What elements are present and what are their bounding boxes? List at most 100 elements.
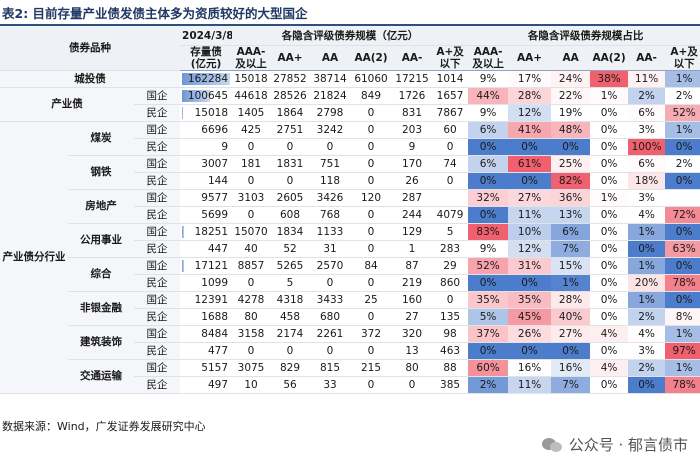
scale-value: 244 (392, 206, 433, 224)
share-value: 0% (508, 274, 552, 292)
scale-value: 5265 (270, 257, 311, 275)
scale-value: 0 (270, 342, 311, 360)
share-value: 48% (551, 121, 591, 139)
header-stock-2: (亿元) (190, 58, 222, 70)
scale-value: 61060 (350, 70, 393, 88)
stock-value: 1099 (201, 276, 229, 289)
table-row: 产业债 国企 100645 44618 28526 21824 849 1726 1657 44%… (0, 87, 700, 122)
header-rating: AA+ (270, 45, 311, 71)
scale-value: 3433 (310, 291, 351, 309)
stock-bar (182, 73, 231, 85)
share-value: 0% (468, 138, 509, 156)
scale-value: 751 (310, 155, 351, 173)
scale-value: 0 (232, 172, 271, 190)
share-value: 78% (665, 274, 700, 292)
header-scale: 各隐含评级债券规模（亿元） (232, 24, 469, 46)
table-row: 产业债分行业 煤炭 国企 6696 425 2751 3242 0 203 60 6% 41% 48% 0… (0, 121, 700, 394)
scale-value: 0 (350, 308, 393, 326)
scale-value: 860 (432, 274, 469, 292)
share-value: 0% (590, 257, 629, 275)
share-value: 0% (590, 138, 629, 156)
scale-value: 98 (432, 325, 469, 343)
scale-value: 215 (350, 359, 393, 377)
stock-cell: 9577 (180, 189, 233, 207)
owner-label: 民企 (134, 376, 181, 394)
share-value: 0% (665, 257, 700, 275)
stock-cell: 1099 (180, 274, 233, 292)
share-value: 40% (551, 308, 591, 326)
table-row: 钢铁 国企 3007 181 1831 751 0 170 74 6% 61% 25% 0% 6% 2% (0, 155, 700, 190)
stock-cell: 12391 (180, 291, 233, 309)
owner-label: 民企 (134, 104, 181, 122)
stock-cell: 497 (180, 376, 233, 394)
scale-value: 0 (392, 376, 433, 394)
share-value (665, 189, 700, 207)
industry-label: 综合 (68, 257, 134, 292)
owner-label: 民企 (134, 274, 181, 292)
stock-bar (182, 90, 211, 102)
share-value: 19% (551, 104, 591, 122)
stock-value: 100645 (187, 89, 229, 102)
share-value: 3% (628, 121, 666, 139)
scale-value: 0 (432, 172, 469, 190)
scale-value: 10 (232, 376, 271, 394)
stock-value: 3007 (201, 157, 229, 170)
share-value: 35% (508, 291, 552, 309)
scale-value: 7867 (432, 104, 469, 122)
share-value: 32% (468, 189, 509, 207)
table-row: 民企 1099 0 5 0 0 219 860 0% 0% 1% 0% 20% 78% (0, 274, 700, 292)
stock-cell: 9 (180, 138, 233, 156)
scale-value: 0 (310, 274, 351, 292)
header-rating: AA (551, 45, 591, 71)
stock-cell: 1688 (180, 308, 233, 326)
share-value: 28% (551, 291, 591, 309)
scale-value: 0 (350, 155, 393, 173)
share-value: 0% (628, 376, 666, 394)
share-value: 0% (508, 138, 552, 156)
scale-value: 0 (350, 240, 393, 258)
scale-value: 84 (350, 257, 393, 275)
scale-value: 0 (232, 274, 271, 292)
table-row: 民企 447 40 52 31 0 1 283 9% 12% 7% 0% 0% 63% (0, 240, 700, 258)
owner-label: 国企 (134, 325, 181, 343)
section-label: 产业债 (0, 87, 134, 122)
share-value: 0% (590, 240, 629, 258)
scale-value: 829 (270, 359, 311, 377)
scale-value: 0 (350, 274, 393, 292)
scale-value: 287 (392, 189, 433, 207)
share-value: 2% (628, 308, 666, 326)
share-value: 20% (628, 274, 666, 292)
share-value: 63% (665, 240, 700, 258)
source: 数据来源：Wind，广发证券发展研究中心 (2, 420, 206, 433)
stock-value: 477 (207, 344, 229, 357)
share-value: 0% (590, 172, 629, 190)
scale-value: 2261 (310, 325, 351, 343)
share-value: 0% (590, 121, 629, 139)
scale-value: 3242 (310, 121, 351, 139)
share-value: 0% (590, 223, 629, 241)
scale-value: 87 (392, 257, 433, 275)
scale-value: 38714 (310, 70, 351, 88)
owner-label: 民企 (134, 138, 181, 156)
header-rating: AAA-及以上 (468, 45, 509, 71)
scale-value: 15070 (232, 223, 271, 241)
share-value: 9% (468, 104, 509, 122)
share-value: 0% (665, 223, 700, 241)
header-rating: A+及以下 (432, 45, 469, 71)
scale-value: 52 (270, 240, 311, 258)
scale-value: 0 (432, 291, 469, 309)
scale-value: 0 (310, 138, 351, 156)
share-value: 6% (628, 104, 666, 122)
share-value: 9% (468, 70, 509, 88)
scale-value: 4278 (232, 291, 271, 309)
scale-value: 2751 (270, 121, 311, 139)
scale-value: 608 (270, 206, 311, 224)
owner-label: 国企 (134, 223, 181, 241)
share-value: 0% (590, 274, 629, 292)
share-value: 1% (628, 291, 666, 309)
stock-value: 5699 (201, 208, 229, 221)
table-row: 建筑装饰 国企 8484 3158 2174 2261 372 320 98 37% 26% 27% 4… (0, 325, 700, 360)
scale-value: 4318 (270, 291, 311, 309)
share-value: 1% (665, 359, 700, 377)
stock-value: 9 (221, 140, 229, 153)
